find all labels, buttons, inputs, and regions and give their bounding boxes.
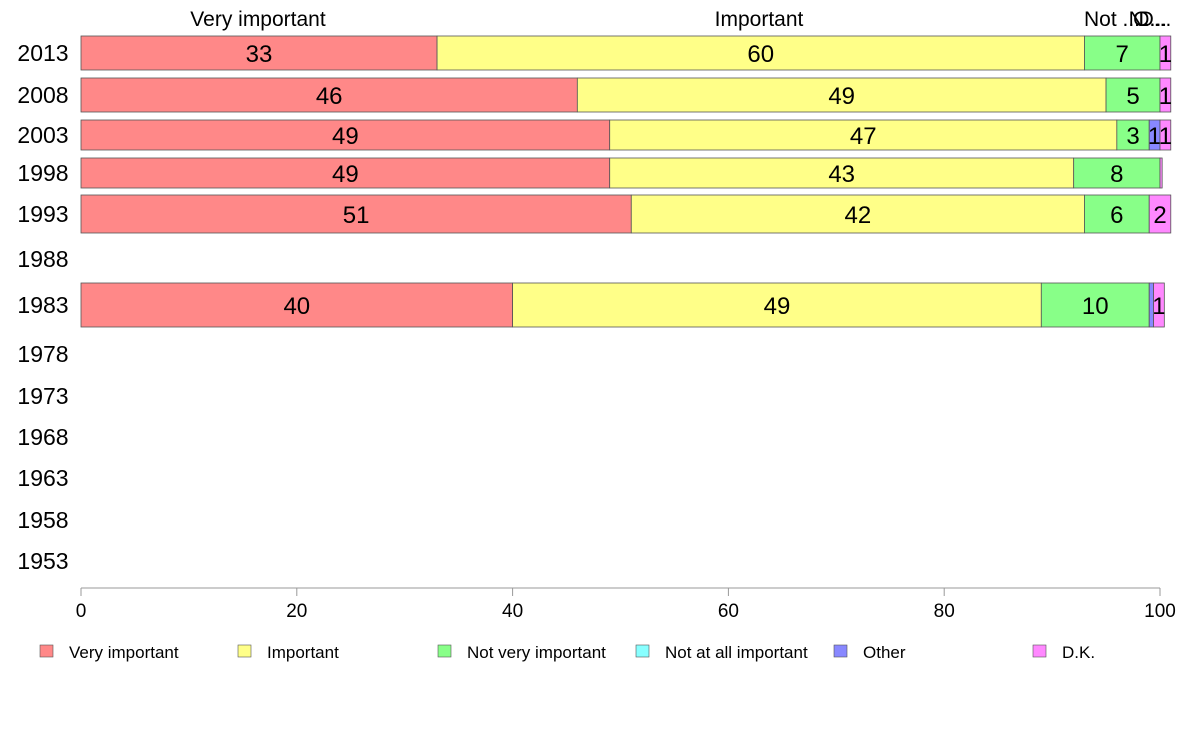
year-label-2003: 2003: [17, 122, 68, 148]
data-label-1983-d-k: 1: [1152, 293, 1165, 320]
bar-1993-important: [630, 194, 1085, 234]
data-label-2008-very-important: 46: [316, 83, 343, 110]
top-label-0: Very important: [190, 8, 326, 31]
legend-label-important: Important: [267, 643, 339, 662]
data-label-2013-d-k: 1: [1159, 41, 1172, 68]
top-label-5: D...: [1139, 8, 1172, 31]
top-labels: Very important Important Not ...N...O...D.…: [190, 8, 1171, 31]
x-tick-label-20: 20: [286, 601, 307, 622]
year-label-1993: 1993: [17, 201, 68, 227]
bar-2008-very-important: [80, 77, 578, 113]
y-axis-tick-labels: 2013 2008 2003 1998 1993 1988 1983 1978 1973 1968…: [17, 40, 68, 574]
data-label-1998-not-very-important: 8: [1110, 161, 1123, 188]
x-axis: 0 20 40 60 80 100: [76, 587, 1176, 622]
year-label-1998: 1998: [17, 160, 68, 186]
data-label-2013-very-important: 33: [246, 41, 273, 68]
bar-2003-important: [609, 119, 1118, 151]
legend-label-not-very-important: Not very important: [467, 643, 606, 662]
data-label-1983-very-important: 40: [283, 293, 310, 320]
data-label-2008-important: 49: [828, 83, 855, 110]
data-label-1998-important: 43: [828, 161, 855, 188]
legend-swatch-important: [237, 644, 252, 658]
bar-2008-not-very-important: [1105, 77, 1161, 113]
data-label-2003-very-important: 49: [332, 123, 359, 150]
legend-label-other: Other: [863, 643, 906, 662]
bar-1993-d-k: [1148, 194, 1172, 234]
top-label-4: O...: [1133, 8, 1167, 31]
legend-label-not-at-all-important: Not at all important: [665, 643, 808, 662]
data-label-1993-very-important: 51: [343, 202, 370, 229]
year-label-1978: 1978: [17, 341, 68, 367]
bar-2003-d-k: [1159, 119, 1172, 151]
year-label-2008: 2008: [17, 82, 68, 108]
legend-swatch-d-k: [1032, 644, 1047, 658]
bar-1983-important: [512, 282, 1042, 328]
x-tick-label-40: 40: [502, 601, 523, 622]
bar-2008-d-k: [1159, 77, 1172, 113]
bar-1993-not-very-important: [1084, 194, 1150, 234]
top-label-2: Not ...: [1084, 8, 1140, 31]
top-label-1: Important: [715, 8, 804, 31]
data-label-1983-important: 49: [764, 293, 791, 320]
bar-1998-very-important: [80, 157, 611, 189]
x-tick-label-60: 60: [718, 601, 739, 622]
data-label-2003-not-very-important: 3: [1126, 123, 1139, 150]
bar-2013-not-very-important: [1084, 35, 1161, 71]
bar-1983-very-important: [80, 282, 514, 328]
bar-2013-important: [436, 35, 1085, 71]
data-label-2013-not-very-important: 7: [1116, 41, 1129, 68]
bar-1983-d-k: [1153, 282, 1165, 328]
bar-1993-very-important: [80, 194, 632, 234]
bar-2003-not-very-important: [1116, 119, 1150, 151]
data-label-1998-very-important: 49: [332, 161, 359, 188]
data-label-2008-d-k: 1: [1159, 83, 1172, 110]
x-tick-label-100: 100: [1144, 601, 1176, 622]
legend: Very important Important Not very importan…: [39, 643, 1095, 662]
data-label-1993-important: 42: [845, 202, 872, 229]
legend-swatch-not-very-important: [437, 644, 452, 658]
year-label-1973: 1973: [17, 383, 68, 409]
year-label-1953: 1953: [17, 548, 68, 574]
legend-label-very-important: Very important: [69, 643, 179, 662]
top-label-3: N...: [1129, 8, 1162, 31]
bar-2013-d-k: [1159, 35, 1172, 71]
bar-1998-not-very-important: [1073, 157, 1161, 189]
data-label-1983-not-very-important: 10: [1082, 293, 1109, 320]
data-label-2008-not-very-important: 5: [1126, 83, 1139, 110]
bar-2008-important: [576, 77, 1107, 113]
bar-2013-very-important: [80, 35, 438, 71]
x-tick-label-80: 80: [934, 601, 955, 622]
data-label-2013-important: 60: [747, 41, 774, 68]
year-label-1958: 1958: [17, 507, 68, 533]
x-tick-label-0: 0: [76, 601, 87, 622]
year-label-1988: 1988: [17, 246, 68, 272]
year-label-1968: 1968: [17, 424, 68, 450]
legend-swatch-not-at-all-important: [635, 644, 650, 658]
year-label-1963: 1963: [17, 465, 68, 491]
data-label-2003-important: 47: [850, 123, 877, 150]
data-label-2003-d-k: 1: [1159, 123, 1172, 150]
legend-label-d-k: D.K.: [1062, 643, 1095, 662]
bar-1998-d-k: [1159, 157, 1163, 189]
year-label-2013: 2013: [17, 40, 68, 66]
data-label-1993-d-k: 2: [1153, 202, 1166, 229]
legend-swatch-very-important: [39, 644, 54, 658]
year-label-1983: 1983: [17, 292, 68, 318]
data-label-2003-other: 1: [1148, 123, 1161, 150]
legend-swatch-other: [833, 644, 848, 658]
data-label-1993-not-very-important: 6: [1110, 202, 1123, 229]
